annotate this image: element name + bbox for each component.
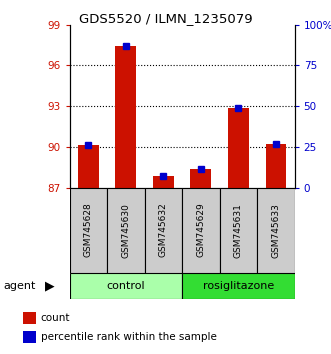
Bar (219, 188, 257, 273)
Bar (153, 176, 174, 188)
Text: count: count (41, 313, 70, 323)
Bar (191, 169, 211, 188)
Bar (182, 188, 219, 273)
Text: control: control (107, 281, 145, 291)
Bar (228, 108, 249, 188)
Bar (78, 145, 99, 188)
Text: ▶: ▶ (45, 280, 54, 292)
Bar (257, 188, 295, 273)
Text: percentile rank within the sample: percentile rank within the sample (41, 332, 216, 342)
Text: GSM745630: GSM745630 (121, 202, 130, 258)
Bar (107, 188, 145, 273)
Bar (116, 46, 136, 188)
Text: GSM745628: GSM745628 (84, 203, 93, 257)
Text: GSM745632: GSM745632 (159, 203, 168, 257)
Bar (182, 273, 295, 299)
Bar (265, 144, 286, 188)
Bar (23, 312, 36, 324)
Text: agent: agent (3, 281, 36, 291)
Text: GSM745629: GSM745629 (196, 203, 205, 257)
Bar (70, 273, 182, 299)
Bar (23, 331, 36, 343)
Text: GDS5520 / ILMN_1235079: GDS5520 / ILMN_1235079 (79, 12, 252, 25)
Text: GSM745633: GSM745633 (271, 202, 280, 258)
Bar (70, 188, 107, 273)
Bar (145, 188, 182, 273)
Text: rosiglitazone: rosiglitazone (203, 281, 274, 291)
Text: GSM745631: GSM745631 (234, 202, 243, 258)
